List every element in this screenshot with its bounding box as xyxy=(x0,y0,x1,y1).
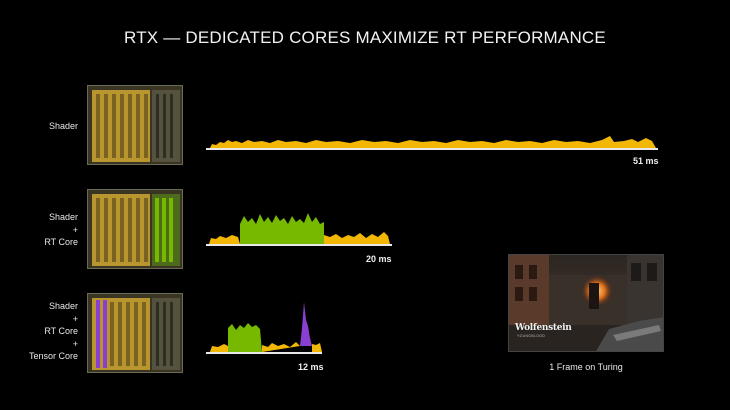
game-logo-subtitle: YOUNGBLOOD xyxy=(517,334,546,338)
time-label-shader-rt-tensor: 12 ms xyxy=(298,362,324,372)
row-label-shader-rt: Shader + RT Core xyxy=(44,212,78,247)
gpu-die-shader xyxy=(87,85,183,165)
frame-caption: 1 Frame on Turing xyxy=(549,362,623,372)
timeline-baseline-shader-rt-tensor xyxy=(206,352,322,354)
time-label-shader: 51 ms xyxy=(633,156,659,166)
gpu-die-graphic xyxy=(88,294,182,372)
gpu-die-graphic xyxy=(88,86,182,164)
row-label-shader: Shader xyxy=(48,121,78,131)
timeline-shader-rt-tensor-activity xyxy=(206,302,322,352)
game-logo: Wolfenstein xyxy=(515,323,572,333)
gpu-die-shader-rt xyxy=(87,189,183,269)
slide-title: RTX — DEDICATED CORES MAXIMIZE RT PERFOR… xyxy=(124,28,606,47)
timeline-shader-rt-activity xyxy=(206,213,390,244)
timeline-shader-activity xyxy=(206,136,656,148)
game-scene-graphic xyxy=(509,255,663,351)
game-frame-screenshot: Wolfenstein YOUNGBLOOD xyxy=(508,254,664,352)
row-label-shader-rt-tensor: Shader + RT Core + Tensor Core xyxy=(28,301,78,361)
time-label-shader-rt: 20 ms xyxy=(366,254,392,264)
gpu-die-shader-rt-tensor xyxy=(87,293,183,373)
gpu-die-graphic xyxy=(88,190,182,268)
timeline-baseline-shader-rt xyxy=(206,244,392,246)
timeline-baseline-shader xyxy=(206,148,658,150)
